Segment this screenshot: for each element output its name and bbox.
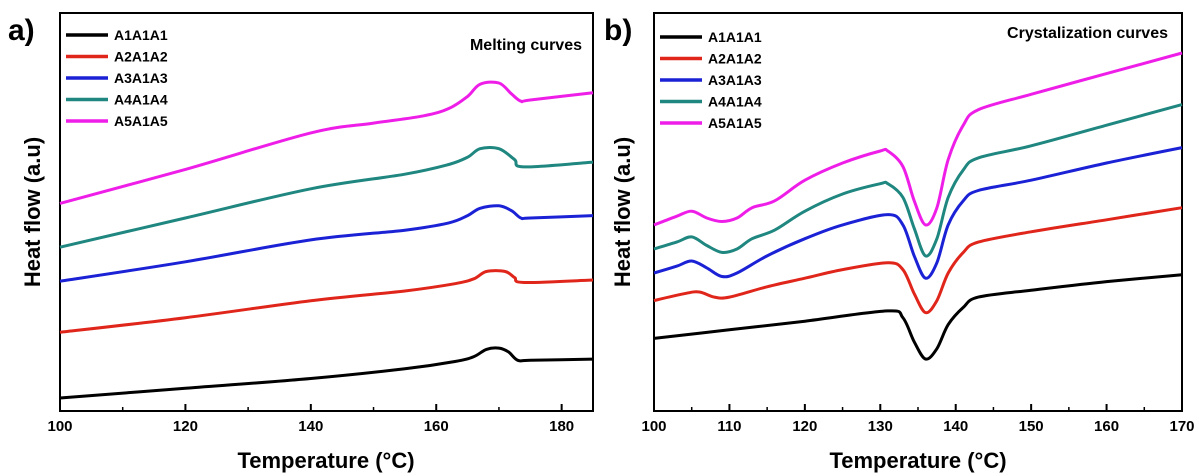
series-line-a1a1a1	[653, 273, 1183, 361]
series-line-a2a1a2	[653, 206, 1183, 315]
plot-frame-a	[59, 12, 594, 412]
series-line-a5a1a5	[59, 80, 594, 205]
series-line-a3a1a3	[653, 146, 1183, 280]
legend-label-a4a1a4: A4A1A4	[114, 92, 168, 108]
legend-label-a1a1a1: A1A1A1	[114, 27, 168, 43]
series-line-a2a1a2	[59, 269, 594, 334]
x-tick-label: 120	[792, 418, 817, 435]
x-tick-label: 160	[1094, 418, 1119, 435]
panel-label-b: b)	[604, 14, 632, 47]
x-tick-label: 100	[47, 418, 72, 435]
x-axis-title-a: Temperature (°C)	[237, 448, 414, 473]
series-lines-a	[59, 80, 594, 400]
y-axis-title-a: Heat flow (a.u)	[20, 137, 45, 287]
x-tick-label: 130	[868, 418, 893, 435]
chart-panel-melting: a) Melting curves 100 120 140 160 180 A1A1A1…	[8, 12, 594, 473]
annotation-crystallization: Crystalization curves	[1007, 25, 1168, 42]
legend-a: A1A1A1 A2A1A2 A3A1A3 A4A1A4 A5A1A5	[66, 27, 168, 129]
x-tick-label: 180	[549, 418, 574, 435]
legend-label-a3a1a3: A3A1A3	[114, 70, 168, 86]
legend-b: A1A1A1 A2A1A2 A3A1A3 A4A1A4 A5A1A5	[660, 29, 762, 131]
x-tick-label: 160	[424, 418, 449, 435]
x-tick-label: 170	[1169, 418, 1194, 435]
x-tick-label: 100	[641, 418, 666, 435]
series-line-a5a1a5	[653, 51, 1183, 227]
x-ticks-b: 100 110 120 130 140 150 160 170	[641, 404, 1195, 435]
chart-panel-crystallization: b) Crystalization curves 100 110 120 130 140…	[604, 12, 1195, 473]
legend-label-a4a1a4: A4A1A4	[708, 94, 762, 110]
series-line-a3a1a3	[59, 204, 594, 283]
legend-label-a2a1a2: A2A1A2	[708, 51, 762, 67]
x-tick-label: 120	[173, 418, 198, 435]
x-ticks-a: 100 120 140 160 180	[47, 404, 574, 435]
series-line-a4a1a4	[653, 103, 1183, 258]
series-lines-b	[653, 51, 1183, 361]
legend-label-a2a1a2: A2A1A2	[114, 49, 168, 65]
legend-label-a3a1a3: A3A1A3	[708, 72, 762, 88]
y-axis-title-b: Heat flow (a.u)	[610, 137, 635, 287]
annotation-melting: Melting curves	[470, 37, 582, 54]
x-tick-label: 110	[717, 418, 741, 435]
x-tick-label: 150	[1019, 418, 1044, 435]
x-tick-label: 140	[943, 418, 968, 435]
legend-label-a1a1a1: A1A1A1	[708, 29, 762, 45]
legend-label-a5a1a5: A5A1A5	[708, 115, 762, 131]
panel-label-a: a)	[8, 14, 35, 47]
legend-label-a5a1a5: A5A1A5	[114, 113, 168, 129]
series-line-a1a1a1	[59, 346, 594, 400]
x-tick-label: 140	[298, 418, 323, 435]
x-axis-title-b: Temperature (°C)	[829, 448, 1006, 473]
series-line-a4a1a4	[59, 146, 594, 249]
